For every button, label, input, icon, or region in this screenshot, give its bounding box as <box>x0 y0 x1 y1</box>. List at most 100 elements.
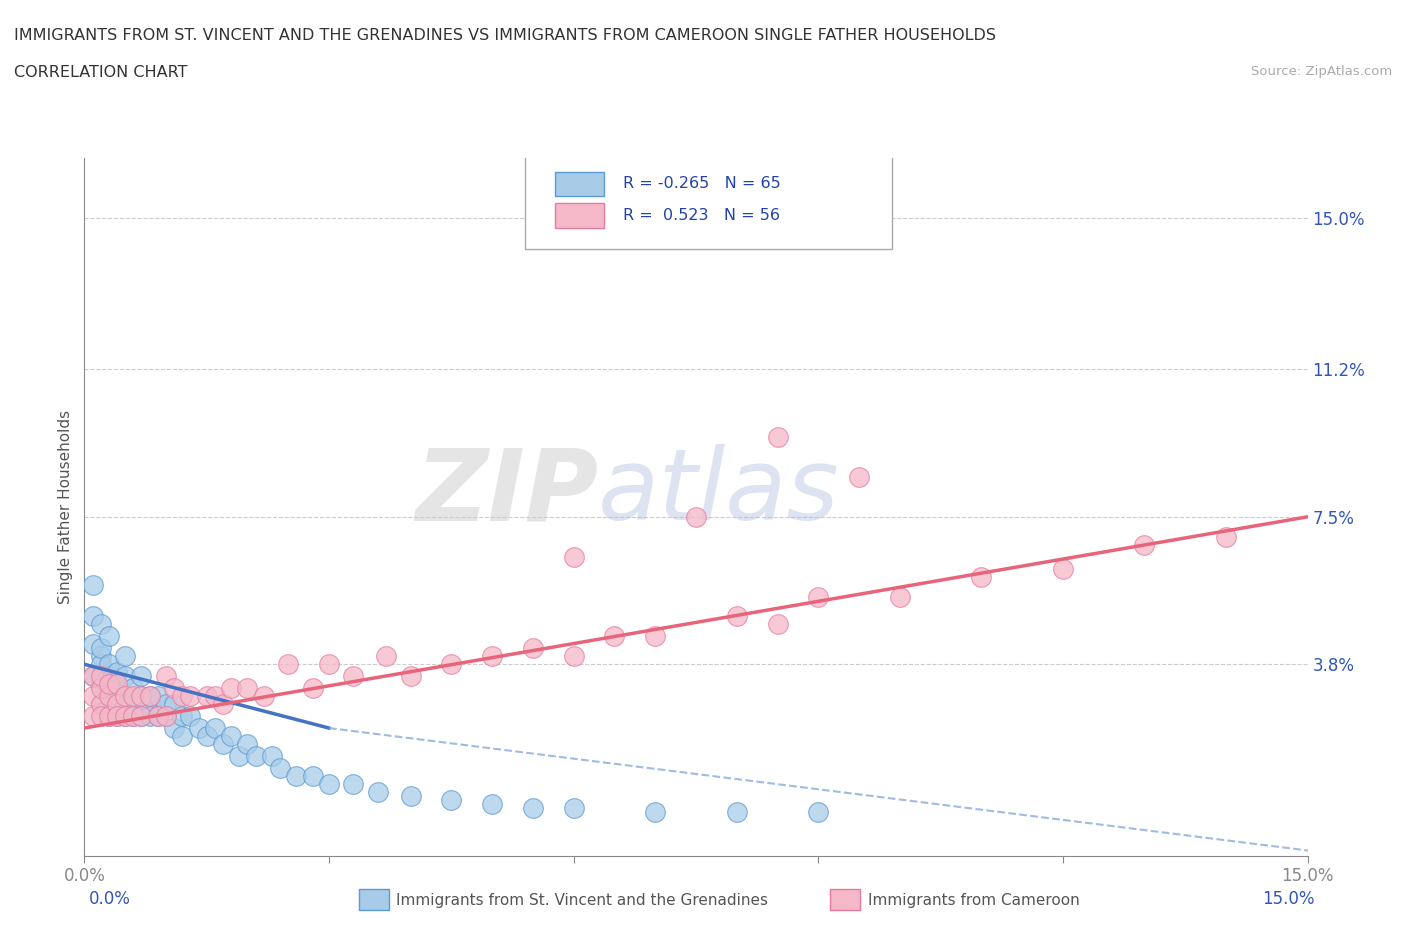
Point <box>277 657 299 671</box>
Point <box>90 669 112 684</box>
Point <box>318 777 340 791</box>
Point <box>146 689 169 704</box>
Point <box>562 550 585 565</box>
Point <box>114 709 136 724</box>
Point <box>440 657 463 671</box>
Point <box>90 709 112 724</box>
Point <box>725 804 748 819</box>
Point <box>155 669 177 684</box>
Point <box>245 749 267 764</box>
Point <box>90 641 112 656</box>
Point <box>253 689 276 704</box>
Point <box>82 637 104 652</box>
Point <box>105 709 128 724</box>
Point <box>82 609 104 624</box>
Point <box>138 689 160 704</box>
Point <box>1133 538 1156 552</box>
Point <box>301 681 323 696</box>
Point <box>970 569 993 584</box>
Point <box>522 801 544 816</box>
Point <box>367 784 389 799</box>
Point <box>260 749 283 764</box>
Point <box>105 697 128 711</box>
Point <box>179 689 201 704</box>
Point <box>318 657 340 671</box>
Point <box>236 737 259 751</box>
Point <box>105 681 128 696</box>
Point <box>114 689 136 704</box>
Point <box>562 801 585 816</box>
Point <box>105 709 128 724</box>
Point <box>219 681 242 696</box>
Point <box>163 721 186 736</box>
Point <box>163 681 186 696</box>
Point <box>172 709 194 724</box>
Text: ZIP: ZIP <box>415 445 598 541</box>
Point <box>131 669 153 684</box>
Point <box>179 709 201 724</box>
Point <box>562 649 585 664</box>
Point <box>440 792 463 807</box>
Point <box>228 749 250 764</box>
Point <box>172 689 194 704</box>
Text: R = -0.265   N = 65: R = -0.265 N = 65 <box>623 177 780 192</box>
Point <box>212 697 235 711</box>
Point <box>146 709 169 724</box>
Point <box>114 709 136 724</box>
Point <box>644 804 666 819</box>
Point <box>90 677 112 692</box>
Point <box>114 649 136 664</box>
Point <box>105 677 128 692</box>
Point <box>766 430 789 445</box>
Point <box>82 578 104 592</box>
Point <box>172 728 194 743</box>
Text: R =  0.523   N = 56: R = 0.523 N = 56 <box>623 207 779 223</box>
Point <box>301 768 323 783</box>
Point <box>122 681 145 696</box>
Point <box>1215 529 1237 544</box>
Point <box>97 629 120 644</box>
Point <box>114 669 136 684</box>
Point <box>146 709 169 724</box>
Point <box>269 761 291 776</box>
Point <box>187 721 209 736</box>
Point <box>97 657 120 671</box>
Point <box>97 677 120 692</box>
Point <box>105 665 128 680</box>
Point <box>195 728 218 743</box>
FancyBboxPatch shape <box>555 172 605 196</box>
Text: 15.0%: 15.0% <box>1263 890 1315 908</box>
Point <box>90 681 112 696</box>
Point <box>766 617 789 631</box>
Point <box>285 768 308 783</box>
Point <box>342 669 364 684</box>
Point <box>105 697 128 711</box>
FancyBboxPatch shape <box>524 152 891 249</box>
Point <box>204 689 226 704</box>
Point <box>97 689 120 704</box>
Point <box>122 709 145 724</box>
Point <box>82 669 104 684</box>
Point <box>195 689 218 704</box>
Point <box>90 657 112 671</box>
Point <box>155 697 177 711</box>
Point <box>236 681 259 696</box>
Point <box>1052 561 1074 576</box>
Point <box>82 669 104 684</box>
Point <box>644 629 666 644</box>
Point <box>889 589 911 604</box>
Point <box>138 697 160 711</box>
Text: Immigrants from Cameroon: Immigrants from Cameroon <box>868 893 1080 908</box>
Point <box>522 641 544 656</box>
Point <box>163 697 186 711</box>
Point <box>90 649 112 664</box>
Point <box>97 709 120 724</box>
Point <box>90 617 112 631</box>
Point <box>204 721 226 736</box>
Point <box>122 709 145 724</box>
Point <box>219 728 242 743</box>
Point <box>481 649 503 664</box>
Point <box>82 709 104 724</box>
Point <box>138 689 160 704</box>
Point <box>131 689 153 704</box>
